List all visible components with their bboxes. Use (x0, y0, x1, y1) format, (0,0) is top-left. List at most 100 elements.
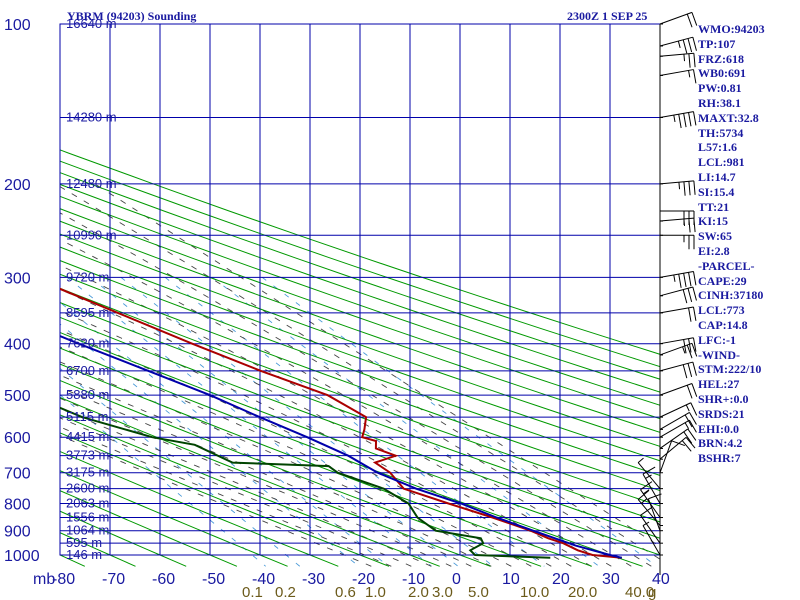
mixing-ratio-line (164, 277, 545, 567)
height-label: 5115 m (66, 409, 108, 424)
stat-line: TH:5734 (698, 125, 744, 140)
wind-barb-flag (642, 466, 656, 475)
temperature-tick-label: -80 (52, 571, 75, 588)
stat-line: CINH:37180 (698, 288, 764, 303)
wind-barb-staff (659, 286, 693, 297)
wind-barb-staff (637, 462, 661, 489)
temperature-tick-label: 30 (602, 571, 620, 588)
temperature-line (60, 287, 622, 559)
wind-barb-staff (659, 411, 690, 430)
wind-barb-flag (678, 273, 682, 288)
wind-barb-flag (637, 490, 650, 500)
wind-barb-half-flag (673, 114, 676, 123)
moist-adiabat-line (60, 361, 512, 567)
mixing-ratio-label: 0.6 (335, 584, 356, 600)
mixing-ratio-label: 5.0 (468, 584, 489, 600)
stat-line: SRDS:21 (698, 406, 745, 421)
wind-barb-flag (687, 288, 693, 302)
wind-barb-staff (659, 419, 690, 438)
wind-barb-flag (692, 271, 697, 286)
temperature-tick-label: 20 (552, 571, 570, 588)
wind-barb (659, 52, 696, 68)
height-label: 10990 m (66, 227, 117, 242)
temperature-tick-label: -10 (402, 571, 425, 588)
wind-barb-flag (691, 343, 698, 357)
stat-line: HEL:27 (698, 377, 740, 392)
wind-barb-half-flag (685, 404, 690, 412)
wind-barb (642, 466, 663, 505)
stat-line: LI:14.7 (698, 169, 736, 184)
wind-barb (659, 440, 685, 474)
parcel-line (60, 335, 623, 559)
temperature-tick-label: -40 (252, 571, 275, 588)
stat-line: SHR+:0.0 (698, 391, 749, 406)
mixing-ratio-label: 2.0 (408, 584, 429, 600)
wind-barb (659, 361, 697, 379)
temperature-tick-label: -60 (152, 571, 175, 588)
wind-barb-flag (688, 181, 691, 196)
wind-barb-staff (659, 11, 693, 25)
stat-line: EI:2.8 (698, 243, 730, 258)
dry-adiabat-line (60, 172, 660, 380)
stat-line: EHI:0.0 (698, 421, 740, 436)
mixing-ratio-line (60, 394, 266, 567)
wind-barb-flag (683, 431, 693, 444)
wind-barb-staff (642, 525, 661, 556)
wind-barb-half-flag (637, 457, 644, 463)
mixing-ratio-label: 0.1 (242, 584, 263, 600)
wind-barb-flag (687, 38, 693, 53)
wind-barb-flag (686, 344, 693, 359)
chart-datetime: 2300Z 1 SEP 25 (567, 9, 647, 23)
moist-adiabat-line (60, 397, 452, 567)
wind-barb-flag (640, 506, 653, 516)
sounding-series (60, 287, 623, 559)
wind-barb-staff (659, 217, 694, 222)
wind-barb-flag (692, 306, 697, 321)
wind-barb-staff (659, 383, 693, 396)
dry-adiabat-line (60, 287, 660, 507)
stat-line: BSHR:7 (698, 451, 741, 466)
wind-barb (659, 402, 698, 418)
wind-barb (659, 286, 697, 304)
mixing-ratio-line (66, 277, 432, 567)
stat-line: SW:65 (698, 229, 733, 244)
wind-barb-flag (683, 181, 686, 196)
wind-barb (637, 457, 663, 490)
wind-barb-staff (659, 69, 694, 76)
height-label: 3773 m (66, 448, 109, 463)
wind-barb-half-flag (683, 54, 686, 62)
wind-barb-staff (659, 337, 694, 345)
mixing-ratio-label: g (648, 584, 656, 600)
mixing-ratio-line (90, 277, 459, 567)
wind-barb-half-flag (682, 346, 686, 354)
wind-barb-flag (685, 437, 696, 449)
wind-barb-staff (659, 361, 693, 372)
wind-barb (659, 111, 697, 129)
wind-barb-flag (648, 493, 662, 500)
wind-barb-flag (693, 53, 696, 68)
wind-barb-flag (682, 39, 688, 54)
dry-adiabat-line (60, 220, 660, 433)
stat-line: KI:15 (698, 214, 728, 229)
wind-barb-half-flag (641, 498, 648, 504)
wind-barb-flag (688, 272, 692, 287)
height-label: 1064 m (66, 523, 109, 538)
wind-barb-flag (688, 307, 692, 322)
height-label: 2063 m (66, 496, 109, 511)
stat-line: SI:15.4 (698, 184, 735, 199)
wind-barb-staff (659, 180, 694, 185)
wind-barb-flag (687, 428, 697, 441)
wind-barb-flag (692, 286, 697, 301)
stat-line: STM:222/10 (698, 362, 762, 377)
wind-barb-flag (688, 338, 692, 353)
dry-adiabat-line (60, 246, 660, 462)
wind-barb-flag (692, 361, 697, 376)
wind-barb-flag (688, 53, 691, 68)
wind-barb-half-flag (683, 218, 686, 226)
height-label: 12480 m (66, 176, 117, 191)
stat-line: CAPE:29 (698, 273, 747, 288)
wind-barb-staff (659, 270, 694, 278)
pressure-tick-label: 200 (4, 177, 31, 194)
dry-adiabat-line (60, 316, 660, 539)
dry-adiabat-line (60, 379, 542, 567)
